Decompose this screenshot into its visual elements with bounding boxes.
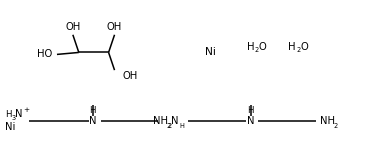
Text: 2: 2 [296,47,300,53]
Text: 2: 2 [334,123,338,129]
Text: OH: OH [65,22,81,32]
Text: Ni: Ni [5,122,16,132]
Text: NH: NH [320,116,335,126]
Text: O: O [300,42,308,52]
Text: H: H [288,42,296,52]
Text: N: N [15,109,23,119]
Text: N: N [89,116,97,126]
Text: N: N [247,116,254,126]
Text: 2: 2 [167,123,171,129]
Text: OH: OH [107,22,122,32]
Text: H: H [90,106,96,115]
Text: 2: 2 [166,123,170,129]
Text: N: N [171,116,179,126]
Text: H: H [247,42,254,52]
Text: O: O [258,42,266,52]
Text: OH: OH [123,71,138,81]
Text: HO: HO [37,49,53,59]
Text: H: H [247,106,254,115]
Text: H: H [179,123,185,129]
Text: H: H [5,110,12,119]
Text: NH: NH [153,116,168,126]
Text: Ni: Ni [206,47,216,57]
Text: 3: 3 [11,115,15,121]
Text: 2: 2 [254,47,258,53]
Text: +: + [23,107,29,113]
